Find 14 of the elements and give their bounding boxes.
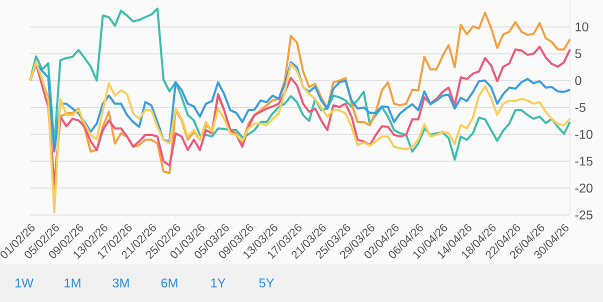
text: 1W [15, 278, 34, 288]
y-tick-label: -20 [575, 184, 593, 193]
y-tick-label: 10 [576, 22, 588, 32]
text: 1Y [211, 278, 226, 288]
y-tick-label: -5 [575, 103, 586, 112]
y-tick-label: -15 [575, 156, 592, 166]
text: 5Y [259, 278, 274, 288]
text: 1M [64, 278, 80, 288]
y-tick-label: 5 [575, 49, 582, 58]
text: 3M [112, 278, 129, 288]
y-tick-label: -10 [575, 130, 593, 139]
y-tick-label: -25 [575, 210, 592, 220]
text: 6M [161, 278, 178, 288]
y-tick-label: 0 [575, 76, 582, 86]
